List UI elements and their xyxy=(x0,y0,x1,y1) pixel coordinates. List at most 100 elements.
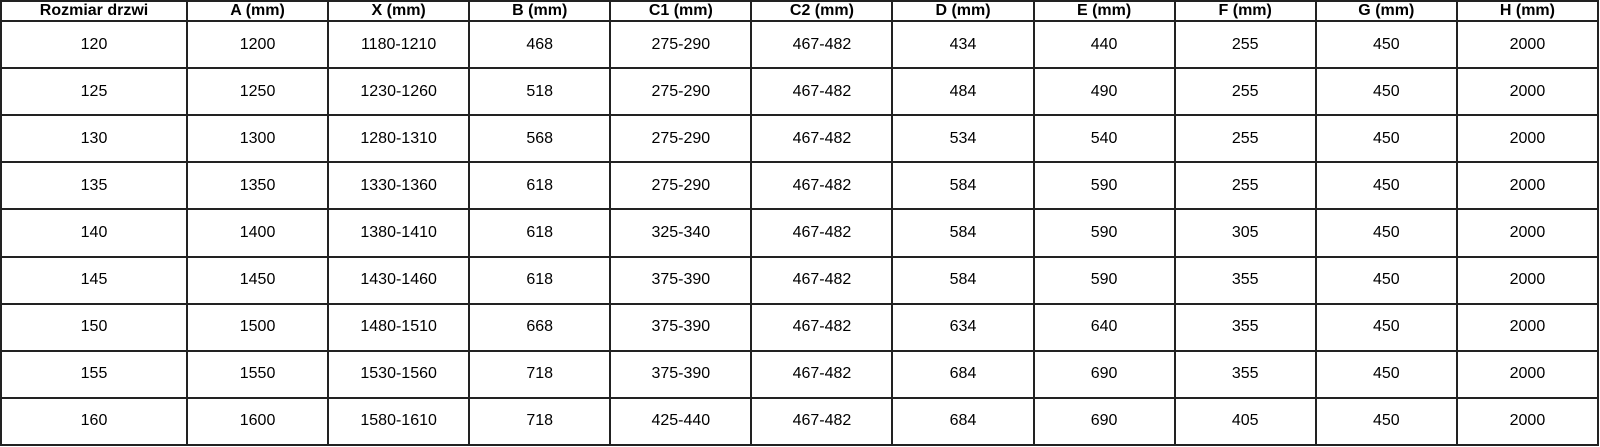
table-cell: 434 xyxy=(891,19,1035,70)
table-cell: 150 xyxy=(0,302,188,352)
table-cell: 2000 xyxy=(1455,208,1600,258)
table-cell: 275-290 xyxy=(609,114,753,164)
table-cell: 618 xyxy=(468,208,612,258)
table-cell: 1350 xyxy=(185,161,330,211)
table-cell: 450 xyxy=(1314,19,1458,70)
table-cell: 255 xyxy=(1173,19,1317,70)
table-cell: 1600 xyxy=(185,396,330,447)
table-cell: 255 xyxy=(1173,67,1317,117)
table-cell: 634 xyxy=(891,302,1035,352)
table-cell: 375-390 xyxy=(609,302,753,352)
table-cell: 2000 xyxy=(1455,396,1600,447)
table-cell: 1480-1510 xyxy=(327,302,471,352)
table-cell: 305 xyxy=(1173,208,1317,258)
table-cell: 355 xyxy=(1173,255,1317,305)
table-cell: 590 xyxy=(1032,255,1176,305)
table-cell: 690 xyxy=(1032,396,1176,447)
column-header: Rozmiar drzwi xyxy=(0,0,188,22)
table-cell: 584 xyxy=(891,255,1035,305)
table-row: 160 1600 1580-1610 718 425-440 467-482 684 690 4… xyxy=(0,396,1600,447)
column-header: F (mm) xyxy=(1173,0,1317,22)
table-cell: 467-482 xyxy=(750,19,894,70)
table-cell: 450 xyxy=(1314,67,1458,117)
table-cell: 2000 xyxy=(1455,255,1600,305)
table-cell: 668 xyxy=(468,302,612,352)
table-row: 120 1200 1180-1210 468 275-290 467-482 434 440 2… xyxy=(0,19,1600,70)
column-header: H (mm) xyxy=(1455,0,1600,22)
table-cell: 467-482 xyxy=(750,67,894,117)
table-cell: 618 xyxy=(468,255,612,305)
table-cell: 1500 xyxy=(185,302,330,352)
table-cell: 1230-1260 xyxy=(327,67,471,117)
table-cell: 467-482 xyxy=(750,114,894,164)
table-cell: 467-482 xyxy=(750,208,894,258)
table-cell: 467-482 xyxy=(750,255,894,305)
table-cell: 325-340 xyxy=(609,208,753,258)
table-cell: 450 xyxy=(1314,208,1458,258)
table-cell: 2000 xyxy=(1455,19,1600,70)
column-header: D (mm) xyxy=(891,0,1035,22)
column-header: E (mm) xyxy=(1032,0,1176,22)
table-cell: 1450 xyxy=(185,255,330,305)
table-cell: 120 xyxy=(0,19,188,70)
column-header: C2 (mm) xyxy=(750,0,894,22)
table-cell: 484 xyxy=(891,67,1035,117)
table-cell: 1380-1410 xyxy=(327,208,471,258)
table-cell: 467-482 xyxy=(750,302,894,352)
table-cell: 425-440 xyxy=(609,396,753,447)
table-cell: 584 xyxy=(891,161,1035,211)
table-cell: 540 xyxy=(1032,114,1176,164)
table-cell: 160 xyxy=(0,396,188,447)
table-cell: 1200 xyxy=(185,19,330,70)
table-cell: 355 xyxy=(1173,349,1317,399)
table-cell: 590 xyxy=(1032,161,1176,211)
table-cell: 684 xyxy=(891,349,1035,399)
table-cell: 1330-1360 xyxy=(327,161,471,211)
table-cell: 140 xyxy=(0,208,188,258)
table-cell: 450 xyxy=(1314,349,1458,399)
table-row: 140 1400 1380-1410 618 325-340 467-482 584 590 3… xyxy=(0,208,1600,258)
table-cell: 450 xyxy=(1314,302,1458,352)
table-cell: 450 xyxy=(1314,396,1458,447)
table-cell: 690 xyxy=(1032,349,1176,399)
table-row: 130 1300 1280-1310 568 275-290 467-482 534 540 2… xyxy=(0,114,1600,164)
header-row: Rozmiar drzwi A (mm) X (mm) B (mm) C1 (mm) C2… xyxy=(0,0,1600,22)
table-cell: 534 xyxy=(891,114,1035,164)
column-header: C1 (mm) xyxy=(609,0,753,22)
table-cell: 618 xyxy=(468,161,612,211)
table-row: 145 1450 1430-1460 618 375-390 467-482 584 590 3… xyxy=(0,255,1600,305)
table-cell: 275-290 xyxy=(609,161,753,211)
table-cell: 1400 xyxy=(185,208,330,258)
table-cell: 1530-1560 xyxy=(327,349,471,399)
table-cell: 130 xyxy=(0,114,188,164)
table-cell: 405 xyxy=(1173,396,1317,447)
table-cell: 590 xyxy=(1032,208,1176,258)
table-cell: 467-482 xyxy=(750,349,894,399)
table-cell: 1280-1310 xyxy=(327,114,471,164)
table-row: 125 1250 1230-1260 518 275-290 467-482 484 490 2… xyxy=(0,67,1600,117)
table-cell: 718 xyxy=(468,349,612,399)
table-cell: 1250 xyxy=(185,67,330,117)
column-header: B (mm) xyxy=(468,0,612,22)
table-cell: 255 xyxy=(1173,114,1317,164)
table-cell: 468 xyxy=(468,19,612,70)
table-cell: 450 xyxy=(1314,255,1458,305)
table-cell: 467-482 xyxy=(750,396,894,447)
table-cell: 145 xyxy=(0,255,188,305)
table-cell: 1550 xyxy=(185,349,330,399)
table-cell: 467-482 xyxy=(750,161,894,211)
table-cell: 135 xyxy=(0,161,188,211)
table-cell: 255 xyxy=(1173,161,1317,211)
table-cell: 2000 xyxy=(1455,114,1600,164)
table-cell: 584 xyxy=(891,208,1035,258)
table-cell: 2000 xyxy=(1455,161,1600,211)
table-cell: 1180-1210 xyxy=(327,19,471,70)
table-cell: 1300 xyxy=(185,114,330,164)
table-cell: 2000 xyxy=(1455,302,1600,352)
table-cell: 375-390 xyxy=(609,349,753,399)
table-cell: 275-290 xyxy=(609,67,753,117)
table-cell: 718 xyxy=(468,396,612,447)
table-cell: 490 xyxy=(1032,67,1176,117)
table-cell: 684 xyxy=(891,396,1035,447)
